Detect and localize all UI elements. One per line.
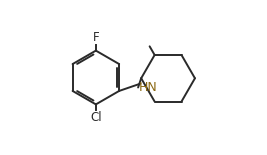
Text: F: F — [93, 31, 99, 44]
Text: HN: HN — [139, 81, 158, 94]
Text: Cl: Cl — [90, 111, 102, 124]
